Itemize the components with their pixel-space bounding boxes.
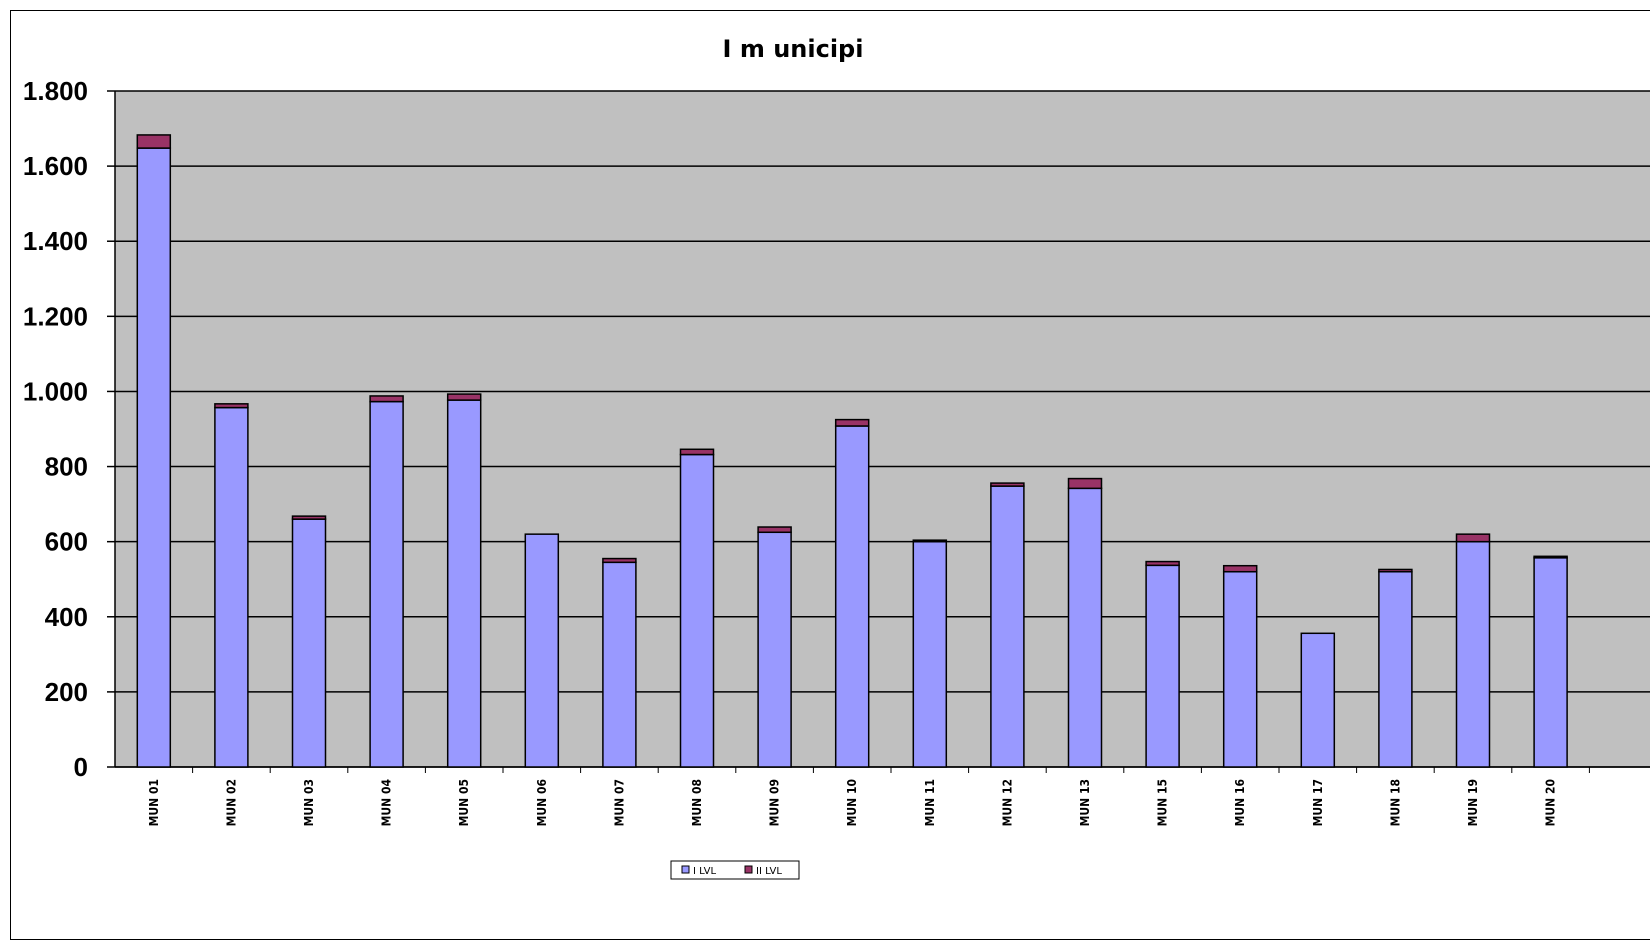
x-tick-label: MUN 16	[1233, 779, 1247, 826]
plot-area: 0 200 400 600 800 1.000 1.200 1.400 1.600 1.800 MU…	[23, 76, 1650, 826]
x-tick-label: MUN 05	[457, 779, 471, 826]
bar-ii-lvl	[602, 557, 637, 564]
bar-ii-lvl	[1067, 477, 1103, 490]
y-tick-label: 1.000	[23, 376, 88, 406]
x-tick-label: MUN 13	[1078, 779, 1092, 826]
bar-i-lvl	[757, 531, 792, 768]
chart-title: I m unicipi	[723, 35, 864, 63]
bar-i-lvl	[1067, 487, 1103, 768]
bar-i-lvl	[214, 406, 249, 768]
bar-ii-lvl	[1378, 568, 1413, 573]
bar-ii-lvl	[1145, 560, 1180, 567]
legend: I LVL II LVL	[670, 860, 800, 880]
y-tick-label: 1.400	[23, 226, 88, 256]
y-tick-label: 1.200	[23, 301, 88, 331]
x-tick-label: MUN 12	[1000, 779, 1014, 826]
y-tick-label: 800	[45, 452, 88, 482]
bar-i-lvl	[524, 533, 560, 768]
bar-ii-lvl	[1222, 564, 1258, 573]
x-tick-label: MUN 20	[1544, 779, 1558, 826]
bar-i-lvl	[446, 399, 482, 768]
bar-i-lvl	[1533, 557, 1568, 768]
y-tick-label: 600	[45, 527, 88, 557]
bar-ii-lvl	[136, 134, 172, 149]
x-tick-label: MUN 11	[923, 779, 937, 826]
bar-ii-lvl	[1533, 555, 1568, 559]
bar-i-lvl	[990, 485, 1025, 768]
legend-swatch	[681, 865, 690, 874]
bar-ii-lvl	[446, 393, 482, 401]
y-tick-label: 200	[45, 677, 88, 707]
bar-ii-lvl	[990, 482, 1025, 487]
legend-box	[670, 860, 800, 880]
bar-i-lvl	[679, 453, 715, 768]
bar-i-lvl	[369, 400, 404, 768]
legend-swatch	[744, 865, 753, 874]
x-tick-label: MUN 08	[690, 779, 704, 826]
y-tick-label: 1.600	[23, 151, 88, 181]
x-tick-label: MUN 01	[147, 779, 161, 826]
x-tick-label: MUN 06	[535, 779, 549, 826]
x-tick-label: MUN 18	[1388, 779, 1402, 826]
x-tick-label: MUN 02	[224, 779, 238, 826]
bar-ii-lvl	[679, 448, 715, 456]
x-tick-label: MUN 09	[768, 779, 782, 826]
x-tick-label: MUN 19	[1466, 779, 1480, 826]
bar-i-lvl	[834, 425, 870, 768]
bar-i-lvl	[1145, 564, 1180, 768]
bar-i-lvl	[912, 540, 948, 768]
y-tick-label: 1.800	[23, 76, 88, 106]
bar-i-lvl	[291, 518, 327, 768]
bar-ii-lvl	[369, 395, 404, 403]
bar-i-lvl	[1222, 570, 1258, 768]
bar-i-lvl	[602, 561, 637, 768]
bar-i-lvl	[1378, 570, 1413, 768]
y-tick-label: 400	[45, 602, 88, 632]
y-tick-label: 0	[74, 752, 88, 782]
bar-ii-lvl	[1455, 533, 1491, 543]
x-tick-label: MUN 10	[845, 779, 859, 826]
bar-ii-lvl	[912, 539, 948, 543]
plot-background	[115, 91, 1650, 767]
legend-label: II LVL	[756, 866, 782, 877]
bar-i-lvl	[136, 147, 172, 768]
x-tick-label: MUN 17	[1311, 779, 1325, 826]
bar-ii-lvl	[214, 403, 249, 409]
bar-ii-lvl	[291, 515, 327, 520]
x-tick-label: MUN 07	[612, 779, 626, 826]
legend-label: I LVL	[693, 866, 716, 877]
bar-i-lvl	[1300, 632, 1336, 768]
x-tick-label: MUN 03	[302, 779, 316, 826]
bar-ii-lvl	[757, 526, 792, 534]
x-tick-label: MUN 15	[1156, 779, 1170, 826]
bar-ii-lvl	[834, 418, 870, 427]
bar-i-lvl	[1455, 540, 1491, 768]
x-tick-label: MUN 04	[380, 779, 394, 827]
